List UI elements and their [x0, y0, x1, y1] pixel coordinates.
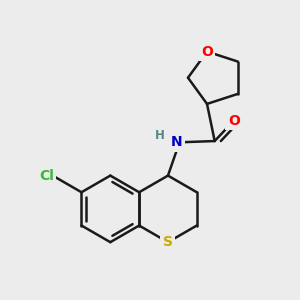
- Text: Cl: Cl: [39, 169, 54, 183]
- Text: H: H: [155, 129, 165, 142]
- Text: S: S: [163, 235, 173, 249]
- Text: N: N: [170, 135, 182, 149]
- Text: O: O: [201, 45, 213, 58]
- Text: O: O: [228, 114, 240, 128]
